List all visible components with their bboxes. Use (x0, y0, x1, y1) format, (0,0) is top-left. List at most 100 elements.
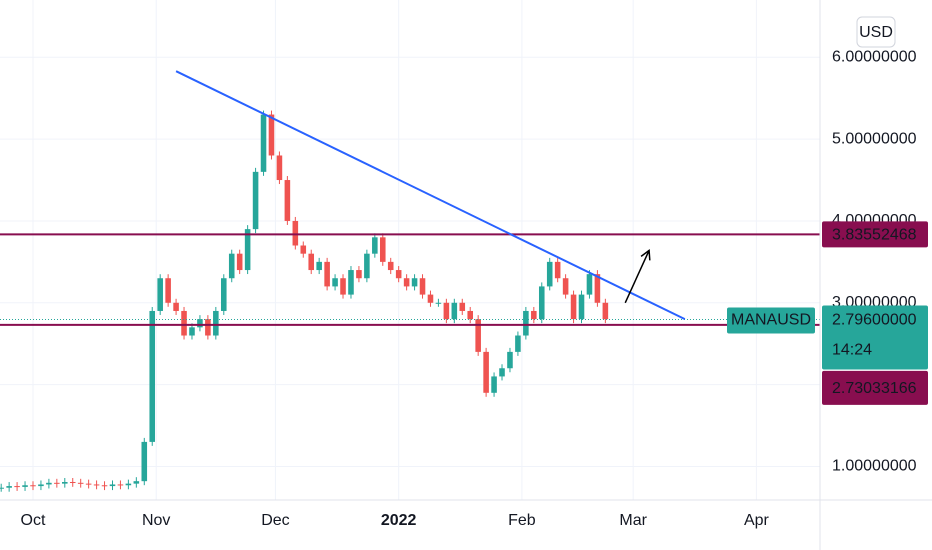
candle (499, 368, 505, 377)
candle (523, 310, 529, 336)
candle (435, 302, 442, 304)
candle (586, 274, 593, 295)
candle (372, 237, 378, 254)
candle (141, 441, 148, 482)
candle (562, 278, 569, 295)
candle (133, 481, 140, 484)
candle (379, 237, 386, 262)
candle (228, 253, 235, 279)
candle (252, 171, 259, 230)
candle (451, 302, 458, 320)
candle (69, 481, 76, 483)
candle (173, 302, 179, 311)
candle (348, 270, 354, 295)
candle (244, 229, 251, 271)
x-tick-label: Mar (619, 512, 647, 529)
currency-label: USD (859, 24, 893, 41)
candle (538, 286, 545, 320)
candle (284, 180, 291, 221)
candle (30, 485, 36, 487)
symbol-label: MANAUSD (731, 312, 811, 329)
candle (507, 351, 513, 369)
candle (109, 484, 116, 487)
candle (364, 253, 370, 279)
candle (157, 278, 163, 311)
candle (459, 302, 466, 311)
x-tick-label: Feb (508, 512, 536, 529)
candle (292, 220, 299, 246)
candle (324, 261, 330, 287)
candle (197, 319, 203, 328)
candle (411, 278, 418, 287)
candle (491, 376, 497, 393)
candle (268, 114, 275, 156)
axes: 1.000000002.000000003.000000004.00000000… (21, 49, 917, 530)
candle (419, 278, 426, 295)
candle (22, 485, 28, 487)
candle (220, 278, 227, 311)
candle (594, 274, 601, 303)
last-price-label: 2.79600000 (832, 312, 917, 329)
resistance-label: 3.83552468 (832, 227, 917, 244)
candle (0, 487, 4, 489)
candle (531, 310, 537, 320)
candle (602, 302, 609, 320)
candle (260, 114, 267, 172)
candle (93, 484, 100, 486)
candle (300, 245, 307, 254)
y-tick-label: 6.00000000 (832, 49, 917, 66)
candle (205, 319, 211, 336)
candle (117, 484, 124, 486)
candle (54, 482, 60, 484)
support-label: 2.73033166 (832, 380, 917, 397)
candle (554, 261, 561, 279)
trendline (175, 70, 686, 321)
candle (515, 335, 521, 352)
candle (85, 483, 92, 485)
y-tick-label: 5.00000000 (832, 130, 917, 147)
x-tick-label: Oct (21, 512, 46, 529)
arrow-head (640, 248, 651, 261)
candle (332, 278, 338, 287)
candle (395, 270, 402, 279)
x-tick-label: Apr (744, 512, 770, 529)
y-tick-label: 1.00000000 (832, 458, 917, 475)
candle (14, 486, 20, 488)
candle (125, 483, 132, 486)
candle (427, 294, 434, 303)
support-box (822, 370, 928, 405)
candle (308, 253, 315, 271)
candle (181, 310, 187, 336)
candle (165, 278, 171, 303)
candle (189, 327, 195, 336)
candle (467, 310, 474, 320)
x-tick-label: 2022 (381, 512, 417, 529)
x-tick-label: Nov (142, 512, 170, 529)
currency-box (856, 16, 896, 48)
candle (387, 261, 394, 271)
candle (62, 481, 68, 484)
candle (101, 485, 108, 487)
price-labels: 3.83552468 2.73033166 2.79600000 14:24 MANAU… (727, 16, 928, 405)
resistance-box (822, 221, 928, 248)
candle (403, 278, 410, 287)
candle (213, 310, 219, 336)
candle (443, 302, 450, 320)
candle (483, 351, 489, 393)
grid (0, 0, 820, 500)
candle (46, 482, 52, 485)
candle (6, 486, 12, 488)
last-price-box (822, 305, 928, 370)
candle (475, 319, 481, 352)
candle (236, 253, 243, 271)
candle (276, 155, 283, 181)
candle (77, 482, 84, 484)
candle (356, 270, 362, 279)
plot-area (0, 70, 820, 492)
candle (570, 294, 577, 320)
candle (340, 278, 346, 295)
x-tick-label: Dec (261, 512, 289, 529)
candle (149, 310, 156, 442)
symbol-box (727, 307, 815, 334)
